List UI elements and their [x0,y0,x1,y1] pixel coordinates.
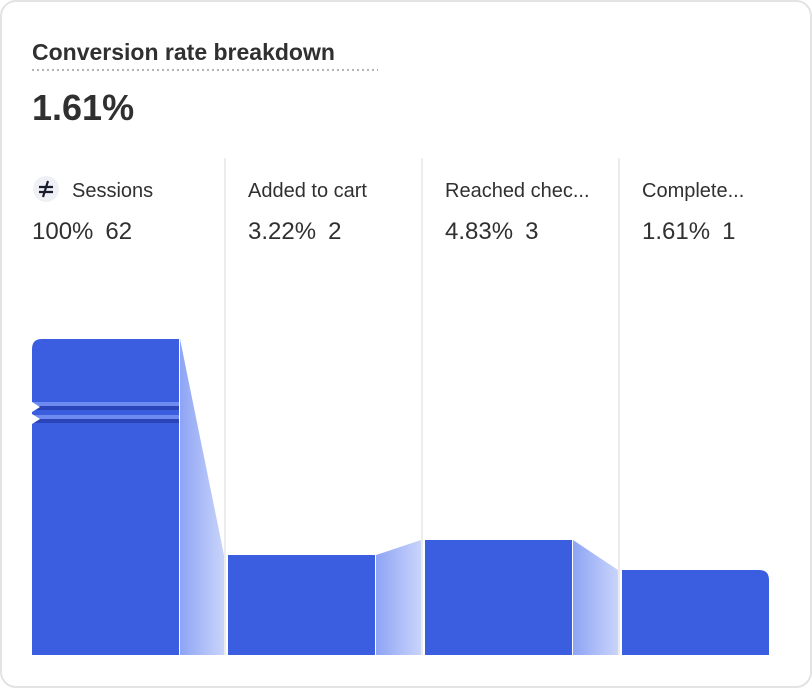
headline: 1.61% [32,87,134,128]
stage-label: Reached chec... [445,180,590,202]
stage-label: Sessions [72,180,153,202]
bar [425,540,572,655]
axis-break [32,402,179,406]
stage-rate: 3.22% [248,218,316,245]
stage-label: Complete... [642,180,744,202]
connector [180,339,224,655]
stage-count: 62 [105,218,132,245]
stage-count: 3 [525,218,538,245]
axis-break-notch [32,402,40,424]
stage-rate: 1.61% [642,218,710,245]
stage-count: 2 [328,218,341,245]
stage-rate: 4.83% [445,218,513,245]
bar [32,339,179,655]
connector [573,540,618,655]
axis-break [32,415,179,419]
bar [622,570,769,655]
sessions-icon [33,176,59,202]
connector [376,540,421,655]
stage-label: Added to cart [248,180,367,202]
chart-title: Conversion rate breakdown [32,39,335,65]
stage-rate: 100% [32,218,93,245]
bar [228,555,375,655]
stage-count: 1 [722,218,735,245]
axis-break [32,406,179,410]
axis-break [32,419,179,423]
